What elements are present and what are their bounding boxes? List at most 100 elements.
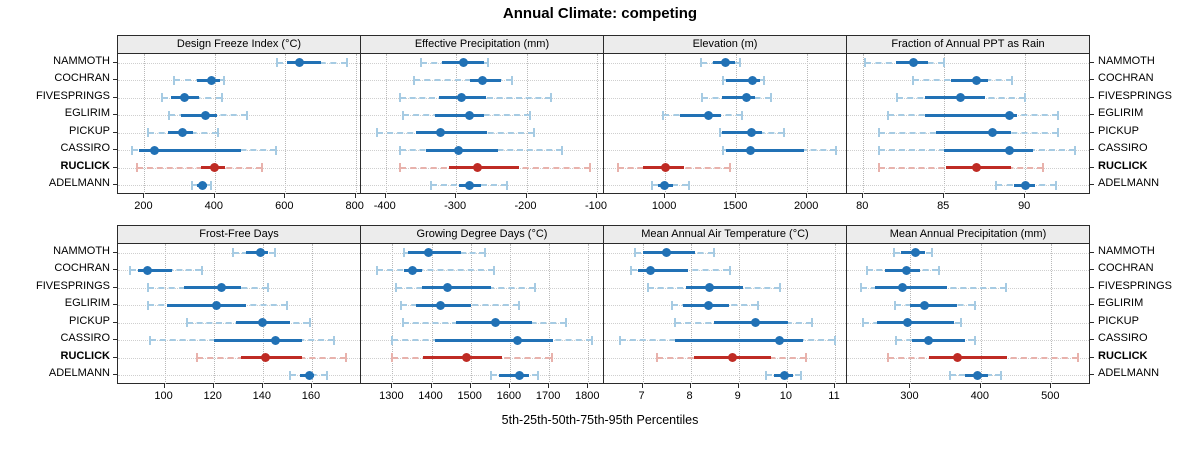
median-dot — [662, 248, 672, 258]
whisker-cap-5th — [402, 110, 405, 120]
median-dot — [727, 353, 737, 363]
y-axis-tick-right — [1090, 251, 1094, 253]
panel-plot-area — [361, 244, 603, 384]
x-axis-tick-label: 500 — [1041, 390, 1060, 402]
y-axis-tick-left — [113, 184, 117, 186]
whisker-cap-95th — [529, 110, 531, 120]
climate-panel: Effective Precipitation (mm) — [360, 35, 604, 194]
median-dot — [255, 248, 265, 258]
station-label-right: CASSIRO — [1098, 142, 1148, 155]
station-label-right: NAMMOTH — [1098, 54, 1155, 67]
whisker-cap-5th — [398, 93, 401, 103]
whisker-cap-95th — [505, 180, 508, 190]
station-label-left: NAMMOTH — [53, 54, 110, 67]
x-axis-tick-label: 200 — [134, 200, 153, 212]
panel-strip-title: Effective Precipitation (mm) — [361, 36, 603, 54]
median-dot — [209, 163, 219, 173]
whisker-cap-95th — [308, 318, 311, 328]
row-guide-line — [118, 185, 360, 187]
median-dot — [972, 370, 982, 380]
grid-line-vertical — [736, 54, 738, 194]
whisker-cap-5th — [995, 180, 997, 190]
percentile-25-75-bar — [408, 251, 461, 255]
median-dot — [465, 110, 474, 120]
x-axis-tick — [641, 383, 643, 388]
percentile-25-75-bar — [725, 148, 805, 152]
whisker-cap-95th — [210, 180, 213, 190]
whisker-cap-5th — [232, 248, 235, 258]
climate-panel: Elevation (m) — [603, 35, 847, 194]
station-label-right: COCHRAN — [1098, 262, 1154, 275]
y-axis-tick-left — [113, 321, 117, 323]
median-dot — [143, 265, 152, 275]
x-axis-tick-label: 10 — [779, 390, 793, 402]
median-dot — [491, 318, 501, 328]
whisker-cap-95th — [537, 370, 540, 380]
x-axis-tick-label: 300 — [900, 390, 919, 402]
whisker-cap-95th — [325, 370, 328, 380]
whisker-cap-95th — [518, 300, 520, 310]
y-axis-tick-right — [1090, 184, 1094, 186]
x-axis-tick-label: 100 — [154, 390, 173, 402]
x-axis-tick-label: 140 — [252, 390, 271, 402]
climate-panel: Fraction of Annual PPT as Rain — [846, 35, 1090, 194]
grid-line-vertical — [642, 244, 644, 384]
whisker-cap-95th — [274, 145, 277, 155]
whisker-cap-5th — [401, 318, 404, 328]
median-dot — [305, 370, 314, 380]
median-dot — [1020, 180, 1030, 190]
row-guide-line — [118, 375, 360, 377]
y-axis-tick-left — [113, 96, 117, 98]
y-axis-tick-left — [113, 166, 117, 168]
median-dot — [972, 75, 982, 85]
whisker-cap-5th — [878, 145, 881, 155]
whisker-cap-95th — [534, 283, 536, 293]
whisker-cap-5th — [878, 163, 881, 173]
percentile-25-75-bar — [910, 303, 957, 307]
percentile-25-75-bar — [240, 356, 303, 360]
whisker-cap-5th — [148, 335, 151, 345]
y-axis-tick-left — [113, 114, 117, 116]
median-dot — [745, 145, 755, 155]
climate-panel: Growing Degree Days (°C) — [360, 225, 604, 384]
whisker-cap-5th — [878, 128, 881, 138]
whisker-cap-95th — [217, 128, 220, 138]
percentile-25-75-bar — [721, 96, 756, 100]
x-axis-tick-label: -300 — [444, 200, 467, 212]
median-dot — [955, 93, 965, 103]
row-guide-line — [118, 62, 360, 64]
grid-line-vertical — [470, 244, 472, 384]
grid-line-vertical — [1051, 244, 1053, 384]
x-axis-tick — [737, 383, 739, 388]
median-dot — [294, 58, 304, 68]
station-label-right: CASSIRO — [1098, 332, 1148, 345]
climate-panel: Mean Annual Precipitation (mm) — [846, 225, 1090, 384]
whisker-cap-95th — [345, 58, 348, 68]
x-axis-tick-label: 11 — [828, 390, 840, 402]
x-axis-tick-label: 600 — [275, 200, 294, 212]
y-axis-tick-right — [1090, 304, 1094, 306]
grid-line-vertical — [431, 244, 433, 384]
whisker-cap-95th — [1074, 145, 1077, 155]
percentile-25-75-bar — [685, 286, 744, 290]
whisker-cap-95th — [973, 300, 976, 310]
panel-strip-title: Frost-Free Days — [118, 226, 360, 244]
median-dot — [200, 110, 210, 120]
panel-strip-title: Mean Annual Precipitation (mm) — [847, 226, 1089, 244]
x-axis-tick — [284, 193, 286, 198]
x-axis: 1300 1400 1500 1600 1700 1800 — [360, 383, 604, 409]
grid-line-vertical — [355, 54, 357, 194]
whisker-cap-95th — [943, 58, 946, 68]
y-axis-tick-left — [113, 304, 117, 306]
whisker-cap-5th — [195, 353, 198, 363]
whisker-cap-5th — [136, 163, 139, 173]
whisker-cap-95th — [960, 318, 963, 328]
whisker-cap-5th — [948, 370, 951, 380]
whisker-cap-5th — [765, 370, 768, 380]
x-axis-tick — [212, 383, 214, 388]
x-axis-tick — [143, 193, 145, 198]
x-axis-tick — [469, 383, 471, 388]
whisker-cap-95th — [728, 265, 731, 275]
whisker-cap-95th — [973, 335, 976, 345]
